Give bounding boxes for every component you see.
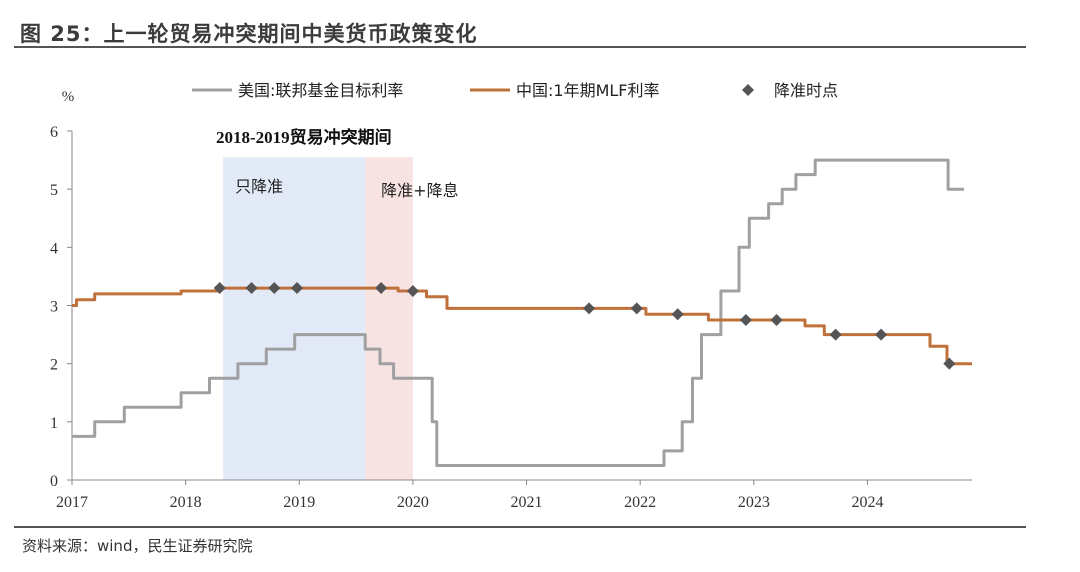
- series-lines: [72, 158, 972, 467]
- x-tick-label-2018: 2018: [170, 494, 202, 511]
- y-tick-label-4: 4: [50, 240, 58, 257]
- rrr-cut-marker-11: [829, 328, 842, 341]
- shaded-region-label-1: 降准+降息: [381, 181, 458, 200]
- x-tick-label-2023: 2023: [738, 494, 770, 511]
- rrr-cut-marker-0: [213, 282, 226, 295]
- y-tick-label-2: 2: [50, 357, 58, 374]
- legend-label-1: 中国:1年期MLF利率: [516, 81, 660, 100]
- x-tick-label-2021: 2021: [511, 494, 543, 511]
- y-tick-label-1: 1: [50, 415, 58, 432]
- rrr-cut-marker-1: [245, 282, 258, 295]
- source-divider: [14, 526, 1026, 528]
- rrr-cut-marker-13: [943, 357, 956, 370]
- rrr-cut-marker-10: [770, 314, 783, 327]
- annotation-period: 2018-2019贸易冲突期间: [216, 127, 392, 147]
- source-note: 资料来源：wind，民生证券研究院: [22, 537, 253, 555]
- rrr-cut-marker-6: [583, 302, 596, 315]
- figure-title: 图 25：上一轮贸易冲突期间中美货币政策变化: [20, 22, 478, 46]
- legend-swatch-2: [742, 84, 754, 96]
- annotations: 只降准 降准+降息 2018-2019贸易冲突期间: [216, 127, 459, 200]
- shaded-region-label-0: 只降准: [235, 177, 283, 196]
- shaded-region-0: [223, 157, 366, 481]
- legend-label-2: 降准时点: [774, 81, 838, 100]
- y-tick-label-0: 0: [50, 473, 58, 490]
- y-tick-label-3: 3: [50, 299, 58, 316]
- rrr-cut-marker-7: [630, 302, 643, 315]
- shaded-region-1: [365, 157, 413, 481]
- legend: 美国:联邦基金目标利率 中国:1年期MLF利率 降准时点: [192, 81, 838, 100]
- x-tick-label-2017: 2017: [56, 494, 88, 511]
- rrr-cut-markers: [213, 282, 956, 370]
- y-tick-label-5: 5: [50, 182, 58, 199]
- rrr-cut-marker-8: [671, 308, 684, 321]
- y-tick-label-6: 6: [50, 124, 58, 141]
- rrr-cut-marker-2: [268, 282, 281, 295]
- rrr-cut-marker-12: [875, 328, 888, 341]
- shaded-regions: [223, 157, 413, 481]
- series-line-1: [72, 286, 972, 366]
- x-tick-label-2022: 2022: [624, 494, 656, 511]
- y-axis-unit: %: [62, 89, 75, 105]
- title-divider: [14, 46, 1026, 48]
- rrr-cut-marker-4: [375, 282, 388, 295]
- rrr-cut-marker-3: [291, 282, 303, 295]
- rrr-cut-marker-5: [406, 284, 419, 297]
- x-tick-label-2024: 2024: [851, 494, 883, 511]
- x-tick-label-2020: 2020: [397, 494, 429, 511]
- x-tick-label-2019: 2019: [283, 494, 315, 511]
- rrr-cut-marker-9: [739, 314, 752, 327]
- series-line-0: [72, 158, 964, 467]
- axes: 0 1 2 3 4 5 6% 2017 2018 2019 2020 2021 2022 2023 2024: [50, 89, 972, 511]
- legend-label-0: 美国:联邦基金目标利率: [238, 81, 403, 100]
